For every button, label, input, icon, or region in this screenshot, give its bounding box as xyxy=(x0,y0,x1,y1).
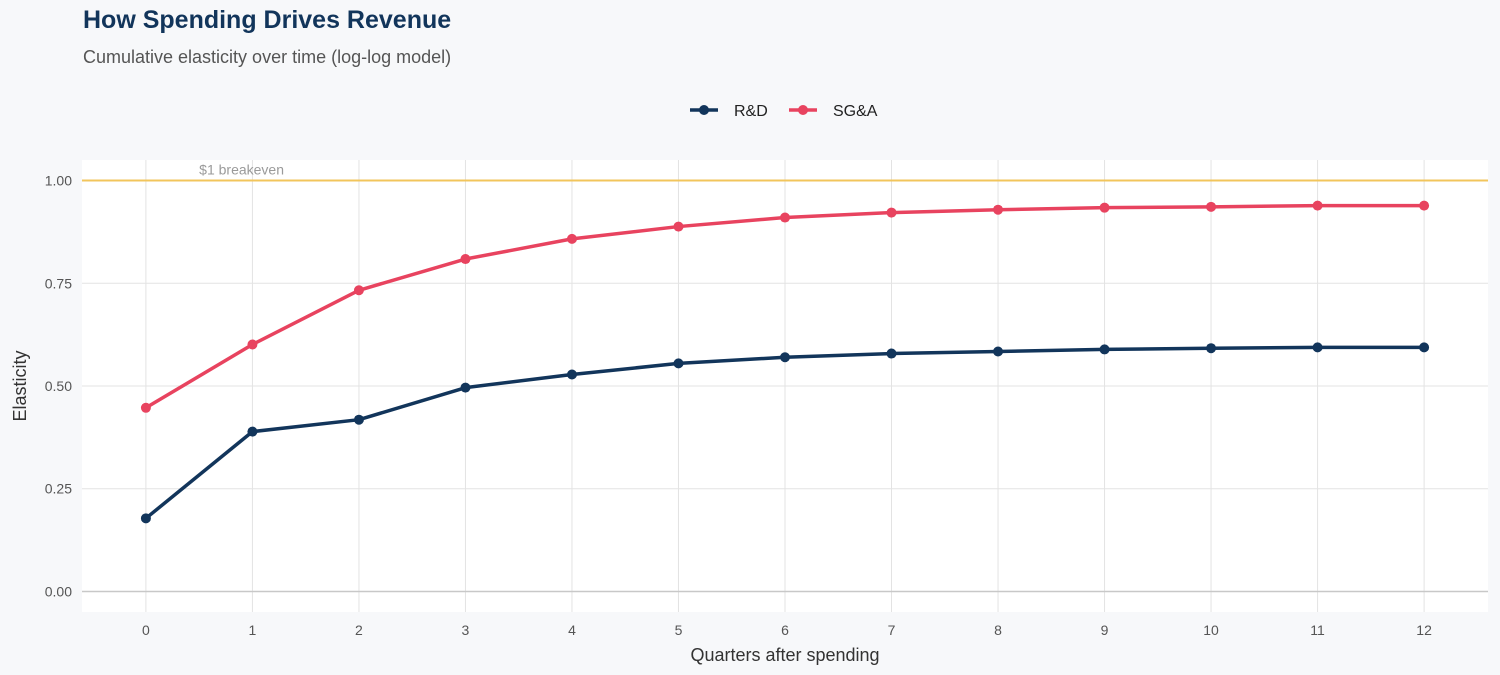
data-point xyxy=(780,352,790,363)
data-point xyxy=(993,204,1004,215)
x-tick-label: 2 xyxy=(355,622,363,638)
x-tick-label: 5 xyxy=(675,622,683,638)
legend-key-point xyxy=(798,105,808,115)
data-point xyxy=(673,358,684,369)
x-tick-label: 6 xyxy=(781,622,789,638)
data-point xyxy=(1099,202,1110,213)
x-tick-label: 7 xyxy=(888,622,896,638)
x-tick-label: 1 xyxy=(249,622,257,638)
data-point xyxy=(566,233,577,244)
data-point xyxy=(353,414,364,425)
legend-key-point xyxy=(699,105,709,115)
data-point xyxy=(1206,201,1217,212)
data-point xyxy=(1312,342,1323,353)
data-point xyxy=(353,285,364,296)
data-point xyxy=(1099,344,1110,355)
data-point xyxy=(247,339,258,350)
data-point xyxy=(460,254,471,265)
x-tick-label: 8 xyxy=(994,622,1002,638)
data-point xyxy=(460,382,471,393)
x-tick-label: 11 xyxy=(1310,622,1325,638)
chart-subtitle: Cumulative elasticity over time (log-log… xyxy=(83,47,452,67)
data-point xyxy=(993,346,1004,357)
data-point xyxy=(247,426,258,437)
x-tick-label: 3 xyxy=(462,622,470,638)
x-axis-title: Quarters after spending xyxy=(690,645,879,665)
y-tick-label: 0.00 xyxy=(45,583,72,599)
y-tick-label: 0.75 xyxy=(45,275,72,291)
data-point xyxy=(140,402,151,413)
chart-title: How Spending Drives Revenue xyxy=(83,6,452,34)
y-tick-label: 0.50 xyxy=(45,378,72,394)
x-tick-label: 4 xyxy=(568,622,576,638)
breakeven-label: $1 breakeven xyxy=(199,162,284,178)
data-point xyxy=(566,369,577,380)
data-point xyxy=(673,221,684,232)
y-axis-title: Elasticity xyxy=(10,350,30,421)
data-point xyxy=(780,212,790,223)
data-point xyxy=(140,513,151,524)
x-tick-label: 0 xyxy=(142,622,150,638)
legend-label: SG&A xyxy=(833,103,878,120)
data-point xyxy=(886,348,897,359)
data-point xyxy=(1419,342,1430,353)
x-tick-label: 12 xyxy=(1416,622,1432,638)
data-point xyxy=(1419,200,1430,211)
legend-label: R&D xyxy=(734,103,768,120)
y-tick-label: 0.25 xyxy=(45,481,72,497)
x-tick-label: 9 xyxy=(1101,622,1109,638)
x-tick-label: 10 xyxy=(1203,622,1219,638)
y-tick-label: 1.00 xyxy=(45,173,72,189)
data-point xyxy=(886,207,897,218)
data-point xyxy=(1312,200,1323,211)
data-point xyxy=(1206,343,1217,354)
